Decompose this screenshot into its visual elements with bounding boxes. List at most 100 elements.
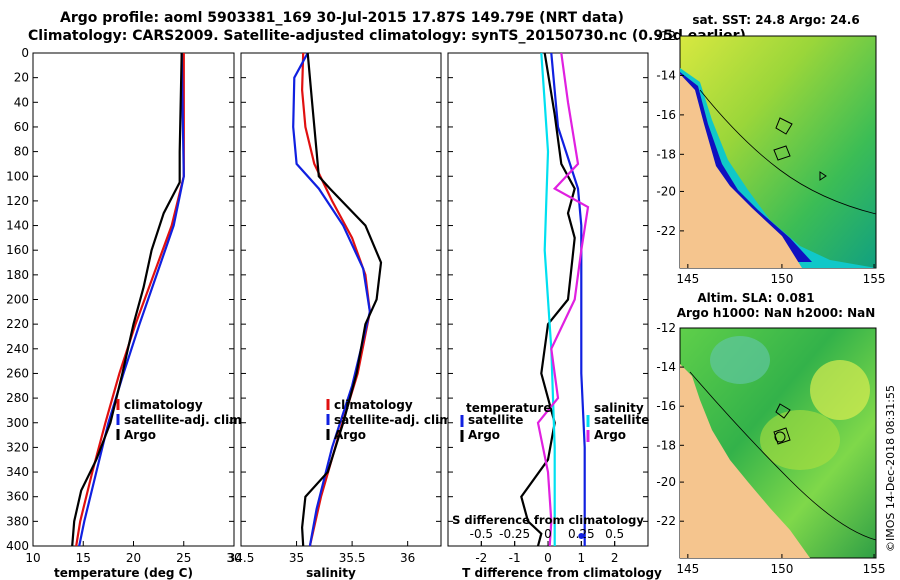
legend-left-title: temperature — [466, 401, 551, 415]
difference-panel: -2 -1 0 1 2T difference from climatology temp… — [447, 52, 662, 580]
y-tick-label: 200 — [6, 293, 29, 307]
y-tick-label: 60 — [14, 120, 29, 134]
legend-label: climatology — [124, 398, 203, 412]
x-tick-label: 0 — [544, 551, 552, 565]
temperature-series-satellite-adj-clim- — [78, 52, 185, 547]
legend-label: Argo — [334, 428, 366, 442]
title-line2: Climatology: CARS2009. Satellite-adjuste… — [28, 28, 746, 44]
map-x-tick-label: 145 — [676, 562, 699, 576]
top-axis-label: S difference from climatology — [452, 513, 644, 527]
map-x-tick-label: 150 — [770, 562, 793, 576]
sst-map-title: sat. SST: 24.8 Argo: 24.6 — [692, 13, 859, 27]
map-y-tick-label: -12 — [656, 321, 676, 335]
salinity-xlabel: salinity — [306, 566, 356, 580]
sla-contour — [689, 371, 877, 541]
salinity-panel: 34.5 35 35.5 36 salinity climatologysatellite… — [228, 52, 456, 580]
y-tick-label: 340 — [6, 465, 29, 479]
salinity-series-argo — [300, 52, 383, 547]
y-tick-label: 260 — [6, 366, 29, 380]
map-x-tick-label: 145 — [676, 272, 699, 286]
y-tick-label: 380 — [6, 514, 29, 528]
difference-series-salinity-argo — [536, 52, 590, 547]
map-y-tick-label: -20 — [656, 475, 676, 489]
y-tick-label: 220 — [6, 317, 29, 331]
credit-text: ©IMOS 14-Dec-2018 08:31:55 — [884, 385, 897, 552]
map-x-tick-label: 155 — [863, 272, 886, 286]
temperature-series-argo — [71, 52, 183, 547]
temperature-xlabel: temperature (deg C) — [54, 566, 193, 580]
legend-label: Argo — [468, 428, 500, 442]
x-tick-label: 25 — [176, 551, 191, 565]
top-tick-label: 0 — [544, 527, 552, 541]
y-tick-label: 140 — [6, 219, 29, 233]
map-y-tick-label: -12 — [656, 29, 676, 43]
map-y-tick-label: -18 — [656, 438, 676, 452]
x-tick-label: -2 — [475, 551, 487, 565]
x-tick-label: 1 — [578, 551, 586, 565]
map-y-tick-label: -16 — [656, 399, 676, 413]
y-tick-label: 300 — [6, 416, 29, 430]
x-tick-label: 2 — [611, 551, 619, 565]
y-tick-label: 0 — [21, 46, 29, 60]
map-y-tick-label: -22 — [656, 514, 676, 528]
top-tick-label: -0.25 — [499, 527, 530, 541]
legend-label: climatology — [334, 398, 413, 412]
sla-low-region — [710, 336, 770, 384]
legend-label: satellite — [468, 413, 523, 427]
difference-series-temperature-argo — [520, 52, 576, 547]
sst-contour — [699, 89, 877, 215]
legend-label: satellite — [594, 413, 649, 427]
legend-label: Argo — [124, 428, 156, 442]
x-tick-label: 10 — [25, 551, 40, 565]
top-tick-label: -0.5 — [470, 527, 493, 541]
sst-land — [680, 74, 802, 268]
x-tick-label: 35 — [289, 551, 304, 565]
y-tick-label: 80 — [14, 145, 29, 159]
map-y-tick-label: -14 — [656, 68, 676, 82]
x-tick-label: 36 — [400, 551, 415, 565]
y-tick-label: 160 — [6, 243, 29, 257]
top-tick-label: 0.5 — [605, 527, 624, 541]
x-tick-label: 35.5 — [339, 551, 366, 565]
temperature-panel: 0 20 40 60 80 100 120 140 160 180 200 220 240 260 280 3… — [6, 46, 246, 580]
y-tick-label: 400 — [6, 539, 29, 553]
y-tick-label: 20 — [14, 71, 29, 85]
sla-argo-position — [774, 431, 786, 443]
y-tick-label: 280 — [6, 391, 29, 405]
title-line1: Argo profile: aoml 5903381_169 30-Jul-20… — [60, 10, 624, 26]
legend-dot — [578, 533, 585, 539]
y-tick-label: 360 — [6, 490, 29, 504]
legend-right-title: salinity — [594, 401, 644, 415]
difference-series-salinity-satellite — [540, 52, 556, 546]
map-y-tick-label: -16 — [656, 108, 676, 122]
x-tick-label: -1 — [509, 551, 521, 565]
legend-label: satellite-adj. clim. — [124, 413, 246, 427]
sla-map-title-1: Altim. SLA: 0.081 — [697, 291, 814, 305]
map-y-tick-label: -14 — [656, 360, 676, 374]
x-tick-label: 34.5 — [228, 551, 255, 565]
legend-label: satellite-adj. clim. — [334, 413, 456, 427]
sst-reef-outline — [775, 117, 793, 135]
y-tick-label: 180 — [6, 268, 29, 282]
x-tick-label: 20 — [126, 551, 141, 565]
x-tick-label: 15 — [76, 551, 91, 565]
salinity-frame — [240, 52, 442, 547]
map-y-tick-label: -22 — [656, 224, 676, 238]
y-tick-label: 100 — [6, 169, 29, 183]
sla-map: Altim. SLA: 0.081 Argo h1000: NaN h2000:… — [656, 291, 885, 576]
y-tick-label: 240 — [6, 342, 29, 356]
sla-map-title-2: Argo h1000: NaN h2000: NaN — [677, 306, 876, 320]
sst-map: sat. SST: 24.8 Argo: 24.6 145 150 155 -12 -1… — [656, 13, 885, 286]
map-x-tick-label: 150 — [770, 272, 793, 286]
y-tick-label: 40 — [14, 95, 29, 109]
map-x-tick-label: 155 — [863, 562, 886, 576]
map-y-tick-label: -18 — [656, 147, 676, 161]
map-y-tick-label: -20 — [656, 184, 676, 198]
x-tick-label: 30 — [226, 551, 241, 565]
y-tick-label: 120 — [6, 194, 29, 208]
salinity-series-satellite-adj-clim- — [292, 52, 372, 547]
sla-high-region — [810, 360, 870, 420]
y-tick-label: 320 — [6, 440, 29, 454]
difference-series-temperature-satellite — [550, 52, 586, 546]
legend-label: Argo — [594, 428, 626, 442]
